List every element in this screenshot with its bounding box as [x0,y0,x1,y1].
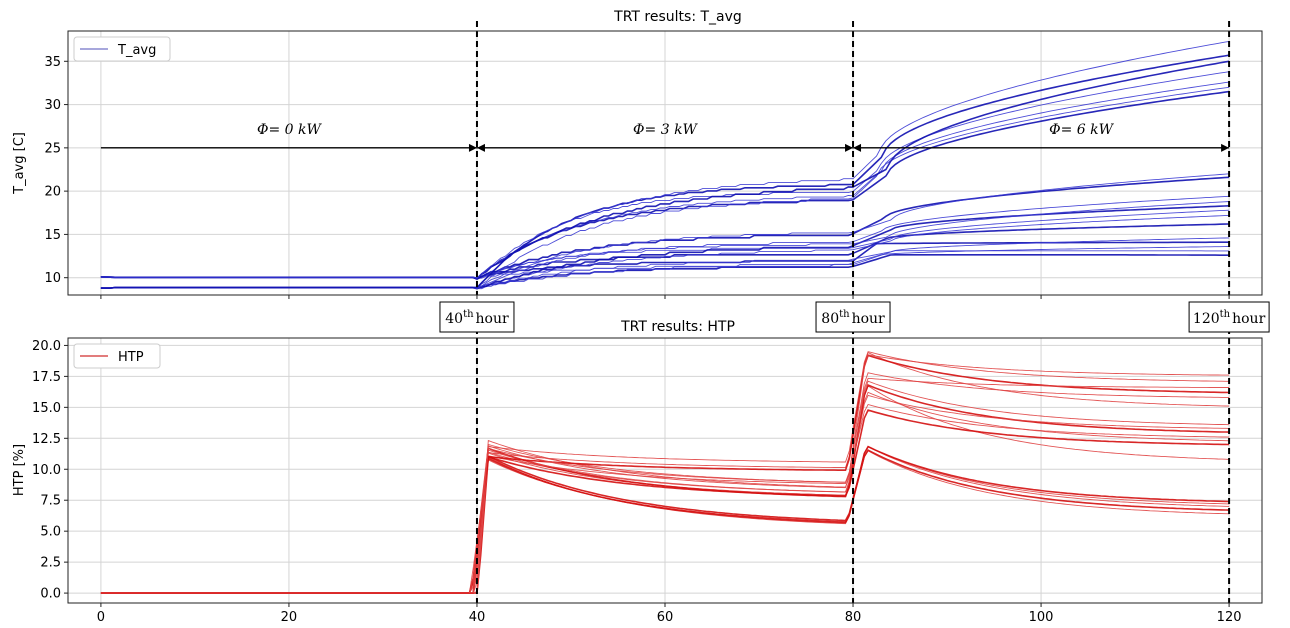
htp-series-group [100,351,1230,594]
htp-y-tick-label-0: 0.0 [40,587,61,602]
htp-legend-label: HTP [118,350,144,365]
x-tick-label-20: 20 [281,610,298,625]
temperature-y-tick-label-15: 15 [44,228,61,243]
x-tick-label-60: 60 [657,610,674,625]
temperature-series-line [100,40,1230,279]
temperature-y-ticks: 10 15 20 25 30 35 [44,55,1230,299]
phase-arrow-head-left [476,143,485,152]
hour-marker-number: 80 [821,311,839,327]
hour-marker-label: 80th hour [821,309,885,327]
temperature-series-line [100,54,1230,289]
htp-y-tick-label-15: 15.0 [32,401,61,416]
temperature-y-tick-label-20: 20 [44,185,61,200]
temperature-y-tick-label-30: 30 [44,98,61,113]
hour-marker-label: 40th hour [445,309,509,327]
hour-marker-unit: hour [476,311,509,327]
hour-marker-box [439,301,515,333]
htp-series-line [100,354,1230,594]
temperature-panel: TRT results: T_avg Φ= 0 kW Φ= 3 kW Φ= 6 kW… [12,9,1263,299]
temperature-y-tick-label-35: 35 [44,55,61,70]
x-tick-label-120: 120 [1217,610,1242,625]
phase-arrow-head-left [853,143,862,152]
temperature-y-tick-label-25: 25 [44,141,61,156]
x-tick-label-100: 100 [1029,610,1054,625]
hour-marker-label: 120th hour [1193,309,1266,327]
htp-y-ticks: 0.0 2.5 5.0 7.5 10.0 12.5 15.0 17.5 20.0 [32,339,1230,607]
htp-x-ticks: 0 20 40 60 80 100 120 [97,610,1242,625]
hour-markers: 40th hour 80th hour 120th hour [439,301,1270,333]
hour-marker-unit: hour [1232,311,1265,327]
temperature-legend-label: T_avg [117,43,156,58]
hour-marker-unit: hour [852,311,885,327]
temperature-y-tick-label-10: 10 [44,271,61,286]
x-tick-label-80: 80 [845,610,862,625]
phase-label: Φ= 3 kW [633,122,698,138]
temperature-legend: T_avg [73,36,171,62]
phase-arrows: Φ= 0 kW Φ= 3 kW Φ= 6 kW [100,122,1230,152]
phase-label: Φ= 6 kW [1049,122,1114,138]
htp-phase-dividers [475,328,1231,603]
htp-y-tick-label-10: 10.0 [32,463,61,478]
htp-plot-frame [67,337,1263,604]
phase-label: Φ= 0 kW [257,122,322,138]
temperature-phase-dividers [475,21,1231,295]
temperature-plot-frame [67,30,1263,296]
htp-y-tick-label-17.5: 17.5 [32,370,61,385]
temperature-legend-box [73,36,171,62]
temperature-series-group [100,40,1230,290]
htp-chart-title: TRT results: HTP [620,319,735,335]
hour-marker-number: 40 [445,311,463,327]
htp-panel: TRT results: HTP 0.0 2.5 5.0 7.5 10.0 12.5 15.… [12,319,1263,625]
htp-y-tick-label-7.5: 7.5 [40,494,61,509]
htp-y-tick-label-5: 5.0 [40,525,61,540]
hour-marker-box [815,301,891,333]
htp-y-tick-label-12.5: 12.5 [32,432,61,447]
phase-arrow-head-right [1221,143,1230,152]
htp-y-tick-label-2.5: 2.5 [40,556,61,571]
hour-marker-box [1188,301,1270,333]
phase-arrow-head-right [845,143,854,152]
x-tick-label-40: 40 [469,610,486,625]
htp-y-tick-label-20: 20.0 [32,339,61,354]
temperature-y-axis-label: T_avg [C] [12,132,27,195]
hour-marker-number: 120 [1193,311,1220,327]
hour-marker-suffix: th [463,309,474,320]
temperature-chart-title: TRT results: T_avg [613,9,742,25]
x-tick-label-0: 0 [97,610,105,625]
htp-legend: HTP [73,343,161,369]
htp-legend-box [73,343,161,369]
hour-marker-suffix: th [839,309,850,320]
hour-marker-suffix: th [1220,309,1231,320]
htp-y-axis-label: HTP [%] [12,444,27,496]
phase-arrow-head-right [468,143,477,152]
